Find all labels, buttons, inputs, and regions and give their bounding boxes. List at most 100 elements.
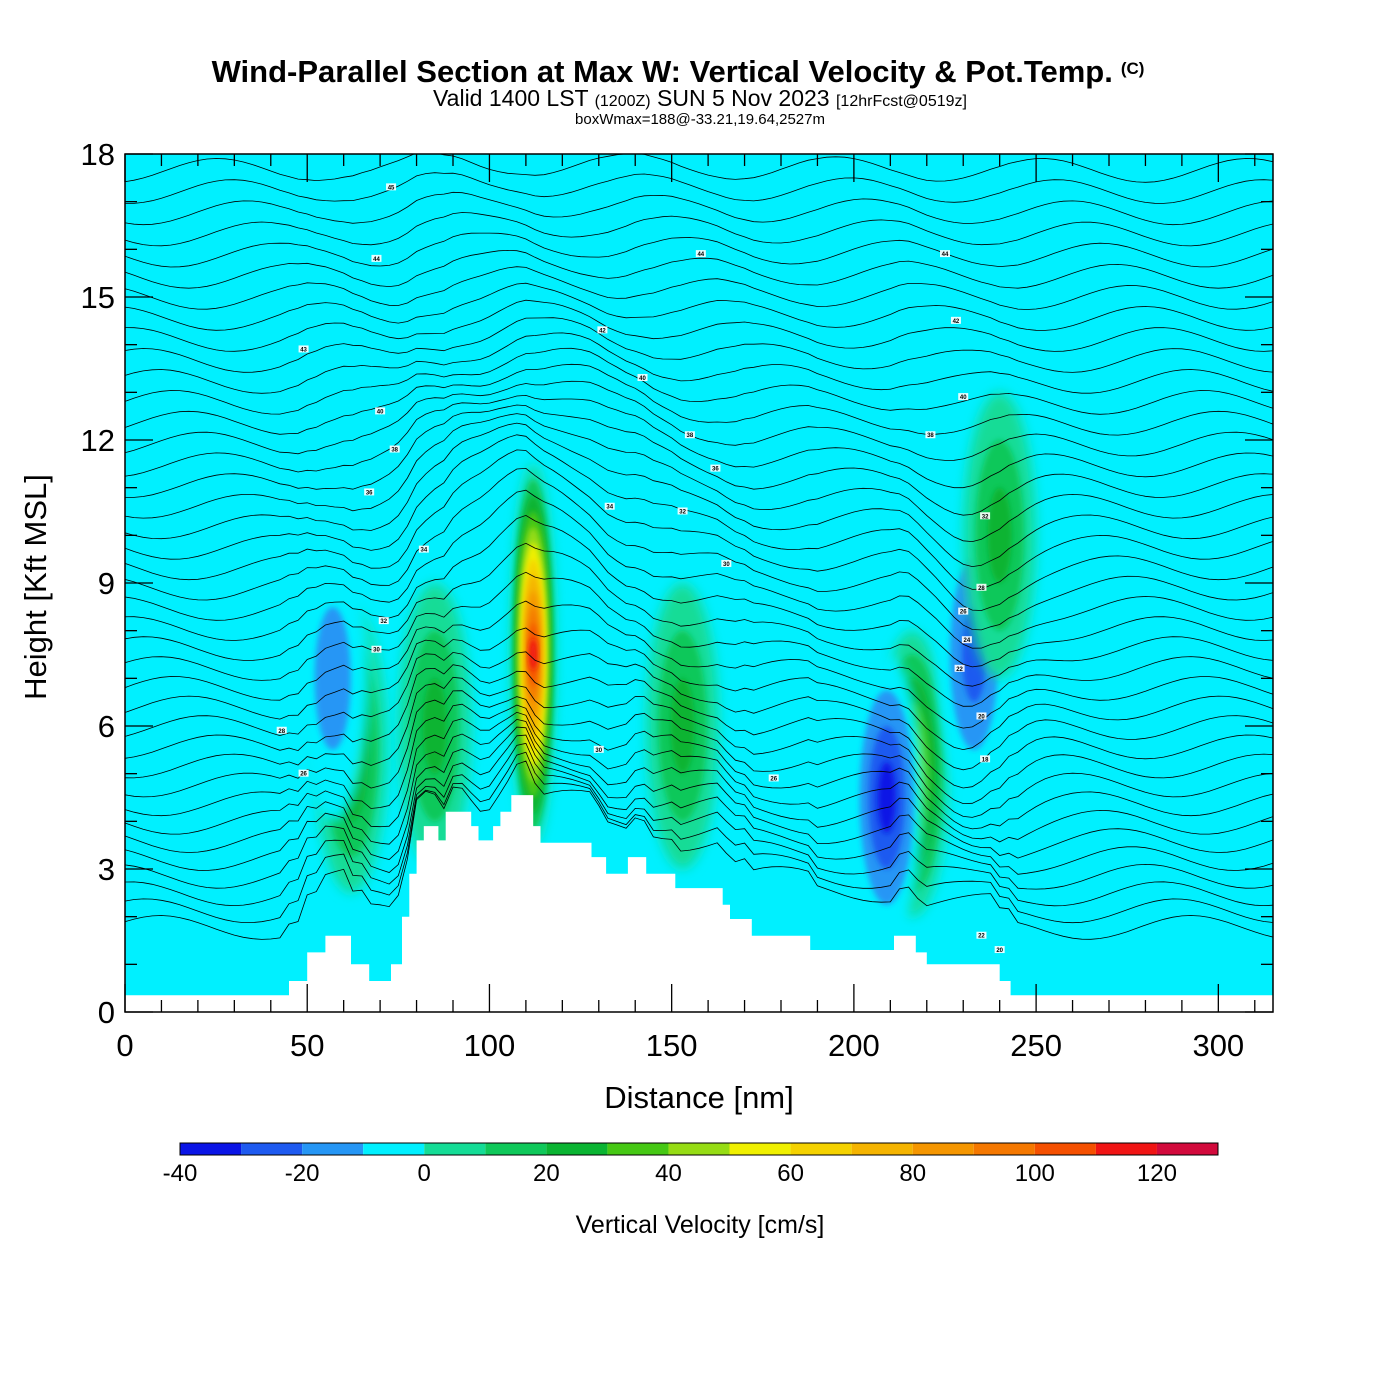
forecast-info: [12hrFcst@0519z] — [836, 93, 967, 110]
contour-label: 43 — [300, 347, 307, 353]
contour-label-bg — [695, 250, 706, 258]
isentrope-line — [125, 363, 1273, 436]
isentrope-line — [125, 734, 1273, 890]
contour-label-bg — [371, 645, 382, 653]
isentrope-line — [125, 317, 1273, 373]
contour-label-bg — [298, 345, 309, 353]
contour-label-bg — [950, 316, 961, 324]
velocity-core — [529, 638, 538, 671]
isentrope-line — [125, 571, 1273, 707]
contour-label-bg — [925, 431, 936, 439]
colorbar-swatch — [790, 1143, 852, 1155]
contour-label-bg — [940, 250, 950, 258]
contour-label: 40 — [960, 395, 967, 401]
contour-label: 24 — [964, 638, 971, 644]
contour-label-bg — [710, 464, 721, 472]
colorbar-swatch — [180, 1143, 242, 1155]
x-tick-label: 250 — [1010, 1028, 1062, 1063]
colorbar-swatch — [607, 1143, 669, 1155]
contour-label-bg — [976, 712, 987, 720]
isentrope-line — [125, 690, 1273, 818]
colorbar-swatch — [1034, 1143, 1096, 1155]
isentrope-line — [125, 651, 1273, 771]
contour-label-bg — [418, 545, 429, 553]
velocity-field — [296, 392, 1036, 941]
contour-label-bg — [961, 636, 972, 644]
contour-label-bg — [364, 488, 375, 496]
isentrope-line — [125, 751, 1273, 924]
x-axis: 0 50 100 150 200 250 300 — [116, 154, 1256, 1063]
contour-label: 34 — [421, 548, 428, 554]
colorbar-label: Vertical Velocity [cm/s] — [576, 1211, 825, 1239]
colorbar-tick-label: 60 — [777, 1160, 804, 1187]
contour-label-bg — [994, 946, 1005, 954]
colorbar-tick-label: 100 — [1015, 1160, 1055, 1187]
y-axis-label: Height [Kft MSL] — [18, 474, 53, 700]
contour-label-bg — [980, 755, 991, 763]
velocity-core — [314, 606, 351, 750]
copyright-mark: (C) — [1121, 59, 1145, 78]
isentrope-line — [125, 703, 1273, 830]
contour-labels: 45 44 44 44 43 42 42 40 40 40 38 38 38 36 36 34 32 32 34 30… — [276, 183, 1005, 954]
colorbar-swatch — [302, 1143, 364, 1155]
contour-label: 26 — [300, 772, 307, 778]
colorbar-swatch — [485, 1143, 547, 1155]
isentrope-line — [125, 154, 1273, 183]
contour-label: 22 — [956, 667, 963, 673]
contour-label: 36 — [366, 490, 373, 496]
colorbar-swatch — [424, 1143, 486, 1155]
isentrope-line — [125, 718, 1273, 859]
contour-label: 26 — [960, 610, 967, 616]
contour-label-bg — [976, 583, 987, 591]
box-wmax-subtitle: boxWmax=188@-33.21,19.64,2527m — [575, 111, 825, 128]
plot-area: 45 44 44 44 43 42 42 40 40 40 38 38 38 36 36 34 32 32 34 30… — [125, 154, 1273, 1012]
velocity-core — [670, 678, 695, 774]
colorbar-tick-label: -40 — [163, 1160, 198, 1187]
contour-label-bg — [386, 183, 397, 191]
contour-label: 40 — [377, 409, 384, 415]
contour-label-bg — [389, 445, 400, 453]
contour-label: 30 — [595, 748, 602, 754]
contour-label: 28 — [278, 729, 285, 735]
contour-label: 30 — [723, 562, 730, 568]
isentrope-line — [125, 232, 1273, 268]
contour-label-bg — [976, 931, 987, 939]
contour-label-bg — [954, 664, 965, 672]
isentrope-line — [125, 380, 1273, 461]
chart-title-text: Wind-Parallel Section at Max W: Vertical… — [212, 54, 1113, 89]
terrain-mask — [125, 795, 1273, 1012]
colorbar-swatch — [241, 1143, 303, 1155]
y-tick-label: 18 — [81, 137, 115, 172]
colorbar-frame — [179, 1142, 1219, 1156]
colorbar-tick-label: 120 — [1137, 1160, 1177, 1187]
isentrope-line — [125, 542, 1273, 687]
isentrope-line — [125, 760, 1273, 940]
contour-label: 42 — [953, 319, 960, 325]
colorbar-swatch — [851, 1143, 913, 1155]
contour-label-bg — [768, 774, 779, 782]
contour-label: 44 — [697, 252, 704, 258]
x-axis-label: Distance [nm] — [604, 1080, 794, 1115]
velocity-core — [987, 487, 1012, 583]
contour-label: 44 — [942, 252, 949, 258]
colorbar-swatch — [1156, 1143, 1218, 1155]
colorbar-tick-label: 80 — [899, 1160, 926, 1187]
x-tick-label: 0 — [116, 1028, 133, 1063]
plot-background — [125, 154, 1273, 1012]
colorbar-swatch — [912, 1143, 974, 1155]
isentrope-line — [125, 449, 1273, 611]
contour-label-bg — [721, 559, 732, 567]
isentrope-line — [125, 413, 1273, 543]
y-tick-label: 0 — [98, 995, 115, 1030]
isentrope-line — [125, 266, 1273, 310]
contour-label: 26 — [770, 776, 777, 782]
contour-label-bg — [276, 726, 287, 734]
contour-label: 38 — [687, 433, 694, 439]
contour-label: 20 — [996, 948, 1003, 954]
potential-temperature-contours — [125, 154, 1273, 940]
colorbar-swatch — [1095, 1143, 1157, 1155]
colorbar-tick-label: 0 — [418, 1160, 431, 1187]
x-tick-label: 200 — [828, 1028, 880, 1063]
